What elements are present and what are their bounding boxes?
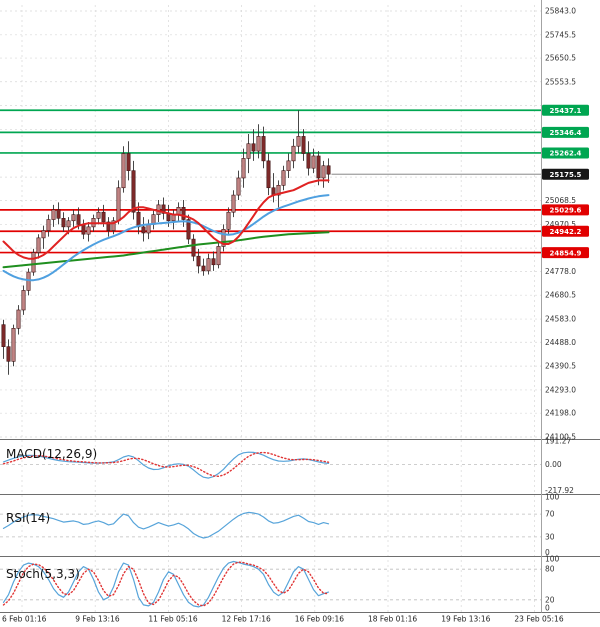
rsi-layer — [2, 511, 330, 539]
svg-text:24778.0: 24778.0 — [545, 267, 576, 276]
svg-text:24390.5: 24390.5 — [545, 362, 576, 371]
candles-layer — [1, 110, 331, 375]
svg-text:0: 0 — [545, 548, 550, 557]
svg-text:6 Feb 01:16: 6 Feb 01:16 — [2, 615, 47, 624]
svg-text:-217.92: -217.92 — [545, 486, 574, 495]
svg-text:25745.5: 25745.5 — [545, 30, 576, 39]
rsi-indicator-label: RSI(14) — [6, 511, 51, 525]
svg-text:24680.5: 24680.5 — [545, 291, 576, 300]
price-level-label — [542, 126, 589, 138]
price-level-label — [542, 147, 589, 159]
svg-text:100: 100 — [545, 493, 560, 502]
svg-text:9 Feb 13:16: 9 Feb 13:16 — [75, 615, 120, 624]
svg-text:191.27: 191.27 — [545, 437, 571, 446]
svg-text:0.00: 0.00 — [545, 460, 562, 469]
vertical-gridlines — [21, 5, 535, 612]
stoch-indicator-label: Stoch(5,3,3) — [6, 567, 80, 581]
price-level-label — [542, 225, 589, 237]
svg-text:24198.0: 24198.0 — [545, 409, 576, 418]
stoch-layer — [2, 560, 330, 608]
y-axis-labels: 25843.0 25745.5 25650.5 25553.5 25068.5 24970… — [545, 7, 576, 613]
svg-text:24942.2: 24942.2 — [550, 228, 582, 236]
svg-text:12 Feb 17:16: 12 Feb 17:16 — [222, 615, 271, 624]
svg-text:19 Feb 13:16: 19 Feb 13:16 — [441, 615, 490, 624]
svg-text:80: 80 — [545, 565, 555, 574]
svg-text:30: 30 — [545, 532, 555, 541]
svg-text:24970.5: 24970.5 — [545, 220, 576, 229]
svg-text:25843.0: 25843.0 — [545, 7, 576, 16]
macd-indicator-label: MACD(12,26,9) — [6, 447, 98, 461]
svg-text:24583.0: 24583.0 — [545, 315, 576, 324]
svg-text:100: 100 — [545, 555, 560, 564]
panel-separators — [0, 0, 600, 613]
svg-text:0: 0 — [545, 604, 550, 613]
price-level-label — [542, 204, 589, 216]
svg-text:24293.0: 24293.0 — [545, 385, 576, 394]
svg-text:20: 20 — [545, 595, 555, 604]
svg-text:25175.5: 25175.5 — [550, 171, 582, 179]
svg-text:25437.1: 25437.1 — [550, 107, 582, 115]
svg-text:70: 70 — [545, 510, 555, 519]
svg-text:24488.0: 24488.0 — [545, 338, 576, 347]
svg-text:24100.5: 24100.5 — [545, 433, 576, 442]
x-axis-labels: 6 Feb 01:16 9 Feb 13:16 11 Feb 05:16 12 Feb… — [2, 615, 564, 624]
svg-text:11 Feb 05:16: 11 Feb 05:16 — [148, 615, 197, 624]
price-level-label — [542, 247, 589, 259]
svg-text:25262.4: 25262.4 — [550, 150, 582, 158]
price-gridlines — [0, 10, 541, 438]
svg-text:25650.5: 25650.5 — [545, 54, 576, 63]
svg-text:18 Feb 01:16: 18 Feb 01:16 — [368, 615, 417, 624]
svg-text:24854.9: 24854.9 — [550, 249, 582, 257]
price-level-label — [542, 168, 589, 180]
price-level-label — [542, 104, 589, 116]
svg-text:25553.5: 25553.5 — [545, 77, 576, 86]
macd-layer — [2, 451, 330, 479]
svg-text:25068.5: 25068.5 — [545, 196, 576, 205]
level-price-labels: 25437.1 25346.4 25262.4 25029.6 24942.2 24854… — [542, 104, 589, 259]
svg-text:25346.4: 25346.4 — [550, 129, 582, 137]
level-lines — [0, 109, 541, 254]
svg-text:23 Feb 05:16: 23 Feb 05:16 — [514, 615, 563, 624]
svg-text:16 Feb 09:16: 16 Feb 09:16 — [295, 615, 344, 624]
svg-text:25029.6: 25029.6 — [550, 207, 582, 215]
moving-averages — [2, 179, 330, 282]
indicator-gridlines — [0, 463, 541, 601]
